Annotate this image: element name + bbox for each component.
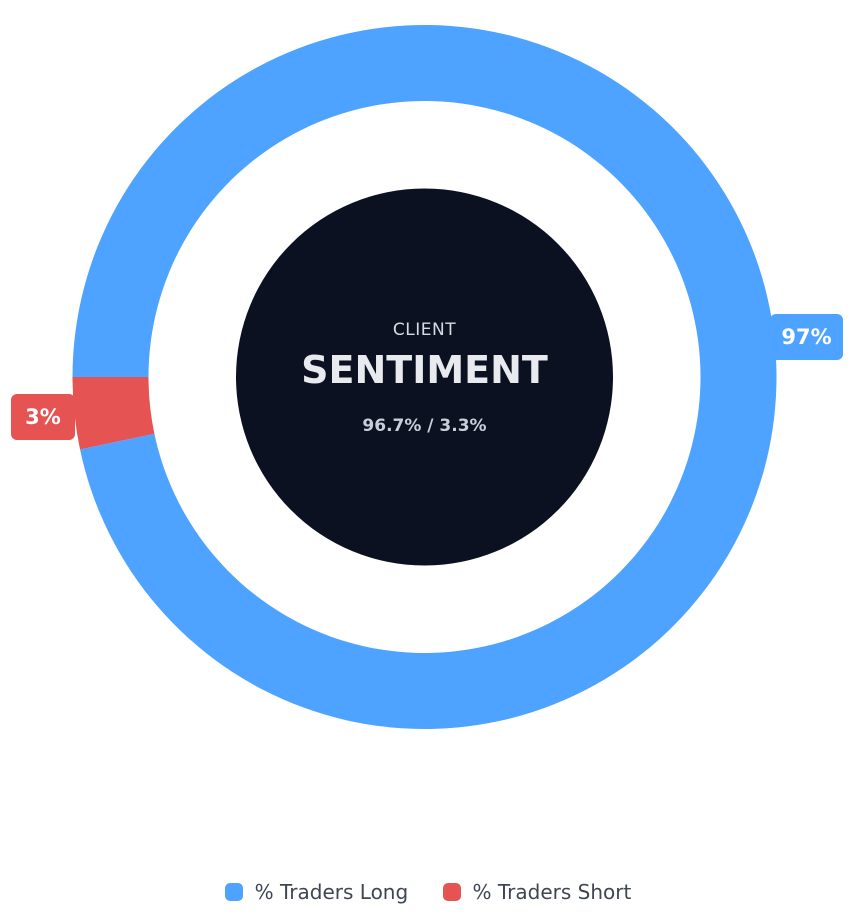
center-label: CLIENT SENTIMENT 96.7% / 3.3% <box>236 188 613 565</box>
legend-swatch-long <box>224 882 243 901</box>
center-ratio: 96.7% / 3.3% <box>362 416 487 436</box>
legend-swatch-short <box>442 882 461 901</box>
slice-traders-short[interactable] <box>72 377 155 450</box>
center-title: SENTIMENT <box>301 348 548 392</box>
data-label-short: 3% <box>11 394 75 440</box>
legend: % Traders Long % Traders Short <box>0 878 856 904</box>
data-label-long: 97% <box>770 314 843 360</box>
center-subtitle: CLIENT <box>392 320 457 340</box>
center-circle <box>236 188 613 566</box>
legend-label-short: % Traders Short <box>472 879 632 904</box>
legend-item-short[interactable]: % Traders Short <box>442 879 632 904</box>
legend-label-long: % Traders Long <box>254 879 409 904</box>
legend-item-long[interactable]: % Traders Long <box>224 879 409 904</box>
